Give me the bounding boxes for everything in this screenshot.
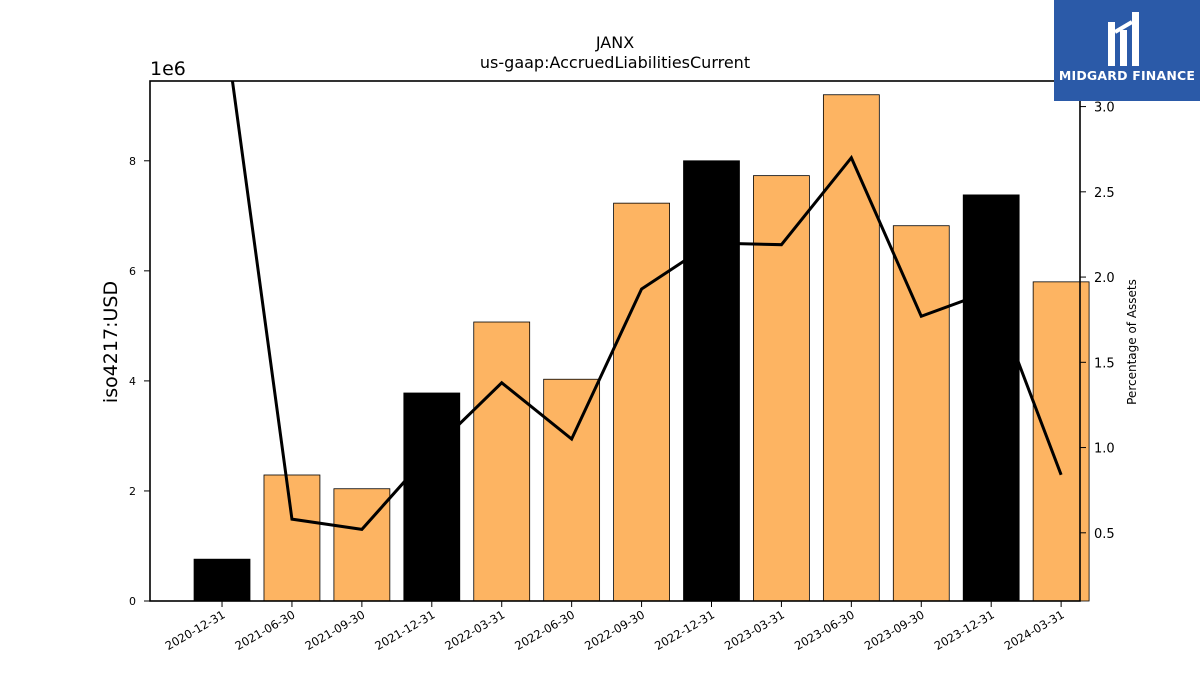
x-tick-label: 2022-09-30 bbox=[582, 607, 647, 653]
chart-title: JANX bbox=[595, 33, 634, 52]
x-tick-label: 2022-03-31 bbox=[442, 607, 507, 653]
bar bbox=[543, 378, 601, 602]
y2-axis-label: Percentage of Assets bbox=[1125, 279, 1139, 405]
bar bbox=[683, 160, 740, 602]
y2-tick-label: 0.5 bbox=[1094, 527, 1115, 542]
y-tick-label: 2 bbox=[129, 485, 136, 498]
bar bbox=[822, 94, 880, 602]
y2-tick-label: 2.5 bbox=[1094, 186, 1115, 201]
bar bbox=[753, 175, 810, 602]
bar bbox=[263, 474, 321, 602]
x-tick-label: 2022-12-31 bbox=[652, 607, 717, 653]
y-tick-label: 4 bbox=[129, 375, 136, 388]
x-tick-label: 2023-12-31 bbox=[932, 607, 997, 653]
bar bbox=[473, 321, 531, 602]
y2-tick-label: 3.0 bbox=[1094, 101, 1115, 116]
chart-subtitle: us-gaap:AccruedLiabilitiesCurrent bbox=[480, 53, 750, 72]
bar bbox=[403, 392, 461, 602]
x-tick-label: 2020-12-31 bbox=[163, 607, 228, 653]
logo-text: MIDGARD FINANCE bbox=[1058, 68, 1196, 83]
bar bbox=[193, 558, 251, 602]
x-tick-label: 2021-12-31 bbox=[372, 607, 437, 653]
x-tick-label: 2021-06-30 bbox=[233, 607, 298, 653]
x-tick-label: 2023-06-30 bbox=[792, 607, 857, 653]
bar bbox=[613, 202, 670, 602]
bar bbox=[962, 194, 1020, 602]
x-tick-label: 2023-09-30 bbox=[862, 607, 927, 653]
y2-tick-label: 2.0 bbox=[1094, 271, 1115, 286]
bar bbox=[892, 225, 950, 602]
y2-tick-label: 1.5 bbox=[1094, 356, 1115, 371]
logo-mark-icon bbox=[1108, 12, 1139, 66]
y-tick-label: 6 bbox=[129, 265, 136, 278]
x-tick-label: 2024-03-31 bbox=[1002, 607, 1067, 653]
x-tick-label: 2023-03-31 bbox=[722, 607, 787, 653]
y-tick-label: 0 bbox=[129, 595, 136, 608]
plot-frame bbox=[149, 80, 1081, 602]
x-tick-label: 2022-06-30 bbox=[512, 607, 577, 653]
y-axis-offset-label: 1e6 bbox=[150, 58, 186, 80]
percentage-line bbox=[230, 81, 1063, 531]
y-tick-label: 8 bbox=[129, 155, 136, 168]
y2-tick-label: 1.0 bbox=[1094, 442, 1115, 457]
x-tick-label: 2021-09-30 bbox=[302, 607, 367, 653]
brand-logo: MIDGARD FINANCE bbox=[1054, 0, 1200, 101]
y-axis-label: iso4217:USD bbox=[100, 281, 122, 403]
